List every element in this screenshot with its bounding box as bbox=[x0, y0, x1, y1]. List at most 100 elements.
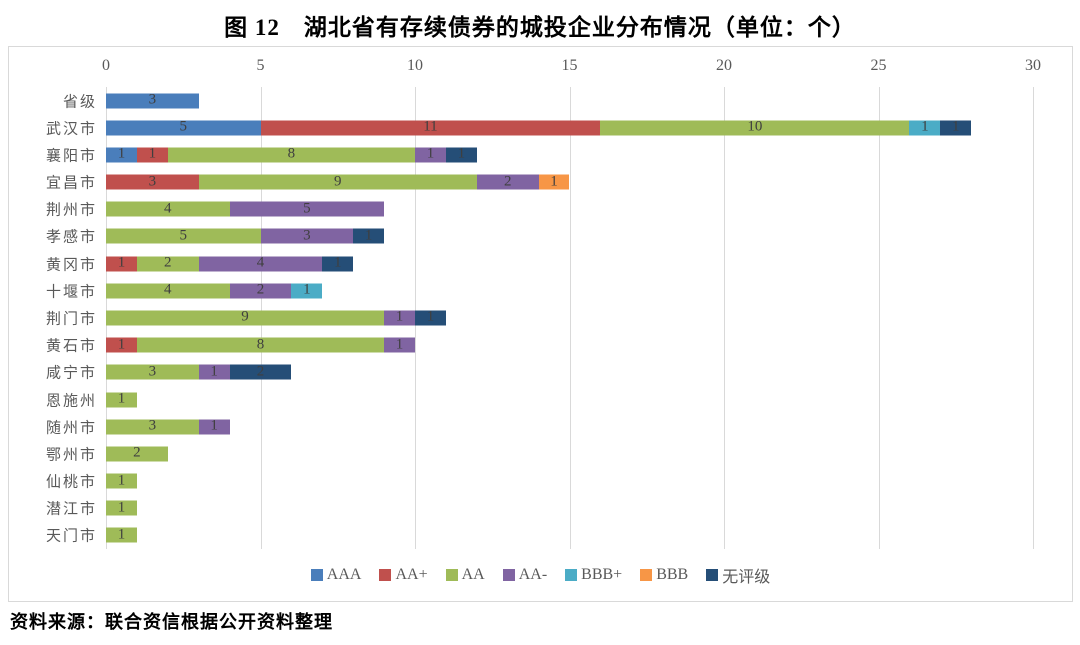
segment-value-label: 10 bbox=[747, 118, 763, 135]
segment-value-label: 1 bbox=[364, 227, 373, 244]
category-label: 省级 bbox=[62, 94, 97, 111]
legend-label: BBB bbox=[656, 566, 689, 583]
segment-value-label: 1 bbox=[117, 499, 126, 516]
category-label: 黄石市 bbox=[45, 338, 97, 355]
bar-row: 潜江市 1 bbox=[9, 495, 1072, 522]
legend-swatch bbox=[310, 569, 323, 581]
segment-value-label: 2 bbox=[256, 281, 265, 298]
segment-value-label: 3 bbox=[148, 91, 157, 108]
bar-segment: 1 bbox=[198, 363, 230, 380]
x-axis: 0 5 10 15 20 25 30 bbox=[9, 57, 1072, 79]
bar-segment: 2 bbox=[476, 172, 539, 190]
bar-segment: 2 bbox=[229, 281, 292, 299]
bar-row: 黄冈市 1 2 4 1 bbox=[9, 250, 1072, 277]
bar-segment: 1 bbox=[106, 145, 137, 163]
segment-value-label: 1 bbox=[550, 172, 558, 189]
bar-row: 武汉市 5 11 10 1 1 bbox=[9, 114, 1072, 141]
segment-value-label: 1 bbox=[333, 254, 342, 271]
bar-segment: 8 bbox=[136, 336, 385, 353]
segment-value-label: 1 bbox=[426, 145, 435, 162]
bar-segment: 1 bbox=[353, 227, 385, 244]
bar-row: 咸宁市 3 1 2 bbox=[9, 359, 1072, 386]
source-note: 资料来源：联合资信根据公开资料整理 bbox=[10, 612, 333, 632]
legend-label: AA+ bbox=[395, 566, 428, 583]
segment-value-label: 1 bbox=[303, 281, 311, 298]
bar-row: 省级 3 bbox=[9, 87, 1072, 114]
legend-item: AAA bbox=[310, 566, 361, 584]
segment-value-label: 1 bbox=[210, 417, 218, 434]
segment-value-label: 1 bbox=[117, 390, 126, 407]
bar-row: 荆门市 9 1 1 bbox=[9, 304, 1072, 331]
bar-segment: 1 bbox=[106, 390, 137, 408]
segment-value-label: 1 bbox=[457, 145, 466, 162]
bar-row: 襄阳市 1 1 8 1 1 bbox=[9, 141, 1072, 168]
category-label: 荆门市 bbox=[45, 311, 97, 328]
segment-value-label: 5 bbox=[179, 118, 188, 135]
segment-value-label: 3 bbox=[303, 227, 311, 244]
segment-value-label: 1 bbox=[117, 145, 126, 162]
gridline bbox=[1033, 87, 1034, 549]
bar-segment: 5 bbox=[106, 118, 261, 136]
bar-segment: 11 bbox=[260, 118, 601, 136]
bar-row: 宜昌市 3 9 2 1 bbox=[9, 169, 1072, 196]
category-label: 孝感市 bbox=[45, 229, 97, 246]
category-label: 鄂州市 bbox=[45, 447, 97, 464]
legend-label: BBB+ bbox=[581, 566, 623, 583]
category-label: 潜江市 bbox=[45, 501, 97, 518]
legend-item: AA+ bbox=[379, 566, 428, 584]
bar-row: 荆州市 4 5 bbox=[9, 196, 1072, 223]
bar-segment: 1 bbox=[106, 527, 137, 543]
segment-value-label: 1 bbox=[210, 363, 218, 380]
category-label: 宜昌市 bbox=[45, 175, 97, 192]
segment-value-label: 3 bbox=[148, 172, 157, 189]
x-axis-tick: 0 bbox=[102, 57, 110, 74]
bar-segment: 4 bbox=[106, 282, 230, 299]
plot: 省级 3 武汉市 5 11 10 1 1 襄阳市 1 1 8 1 1 宜昌市 3 9 2 1 荆州市 4 5 孝感市 5 3 1 黄… bbox=[9, 87, 1072, 549]
legend: AAA AA+ AA AA- BBB+ BBB 无评级 bbox=[9, 563, 1072, 587]
bar-segment: 1 bbox=[384, 337, 415, 353]
segment-value-label: 2 bbox=[133, 444, 141, 461]
bar-segment: 3 bbox=[106, 172, 199, 190]
legend-swatch bbox=[640, 569, 653, 581]
category-label: 随州市 bbox=[45, 420, 97, 437]
segment-value-label: 3 bbox=[148, 363, 157, 380]
bar-segment: 10 bbox=[600, 118, 910, 136]
legend-item: BBB+ bbox=[565, 566, 622, 584]
segment-value-label: 1 bbox=[117, 336, 126, 353]
segment-value-label: 1 bbox=[148, 145, 157, 162]
segment-value-label: 1 bbox=[426, 308, 435, 325]
segment-value-label: 8 bbox=[256, 336, 265, 353]
legend-item: AA bbox=[445, 566, 485, 584]
segment-value-label: 11 bbox=[423, 118, 438, 135]
gridline bbox=[724, 87, 725, 549]
x-axis-tick: 15 bbox=[561, 57, 578, 74]
bar-segment: 1 bbox=[198, 417, 230, 435]
x-axis-tick: 30 bbox=[1025, 57, 1041, 74]
category-label: 仙桃市 bbox=[45, 474, 97, 491]
chart-title: 图 12 湖北省有存续债券的城投企业分布情况（单位：个） bbox=[224, 15, 856, 40]
segment-value-label: 5 bbox=[179, 227, 188, 244]
bar-segment: 9 bbox=[106, 309, 385, 326]
bar-segment: 3 bbox=[106, 418, 199, 435]
category-label: 襄阳市 bbox=[45, 148, 97, 165]
segment-value-label: 2 bbox=[164, 254, 172, 271]
bar-segment: 2 bbox=[229, 364, 292, 380]
bar-row: 仙桃市 1 bbox=[9, 467, 1072, 494]
segment-value-label: 4 bbox=[256, 254, 265, 271]
bar-segment: 2 bbox=[136, 254, 199, 272]
bar-segment: 1 bbox=[384, 309, 415, 326]
x-axis-tick: 10 bbox=[407, 57, 423, 74]
bar-segment: 1 bbox=[106, 254, 137, 272]
bar-segment: 1 bbox=[538, 172, 570, 190]
segment-value-label: 5 bbox=[303, 200, 311, 217]
legend-label: AA- bbox=[518, 566, 548, 583]
bar-segment: 4 bbox=[106, 200, 230, 217]
segment-value-label: 4 bbox=[164, 200, 172, 217]
chart-area: 0 5 10 15 20 25 30 省级 3 武汉市 5 11 10 1 1 襄阳市 1 1 8 1 1 宜昌市 3 9 2… bbox=[8, 46, 1073, 602]
gridline bbox=[878, 87, 880, 549]
segment-value-label: 8 bbox=[287, 145, 296, 162]
segment-value-label: 2 bbox=[503, 172, 512, 189]
segment-value-label: 1 bbox=[117, 254, 126, 271]
legend-label: AA bbox=[461, 566, 485, 583]
